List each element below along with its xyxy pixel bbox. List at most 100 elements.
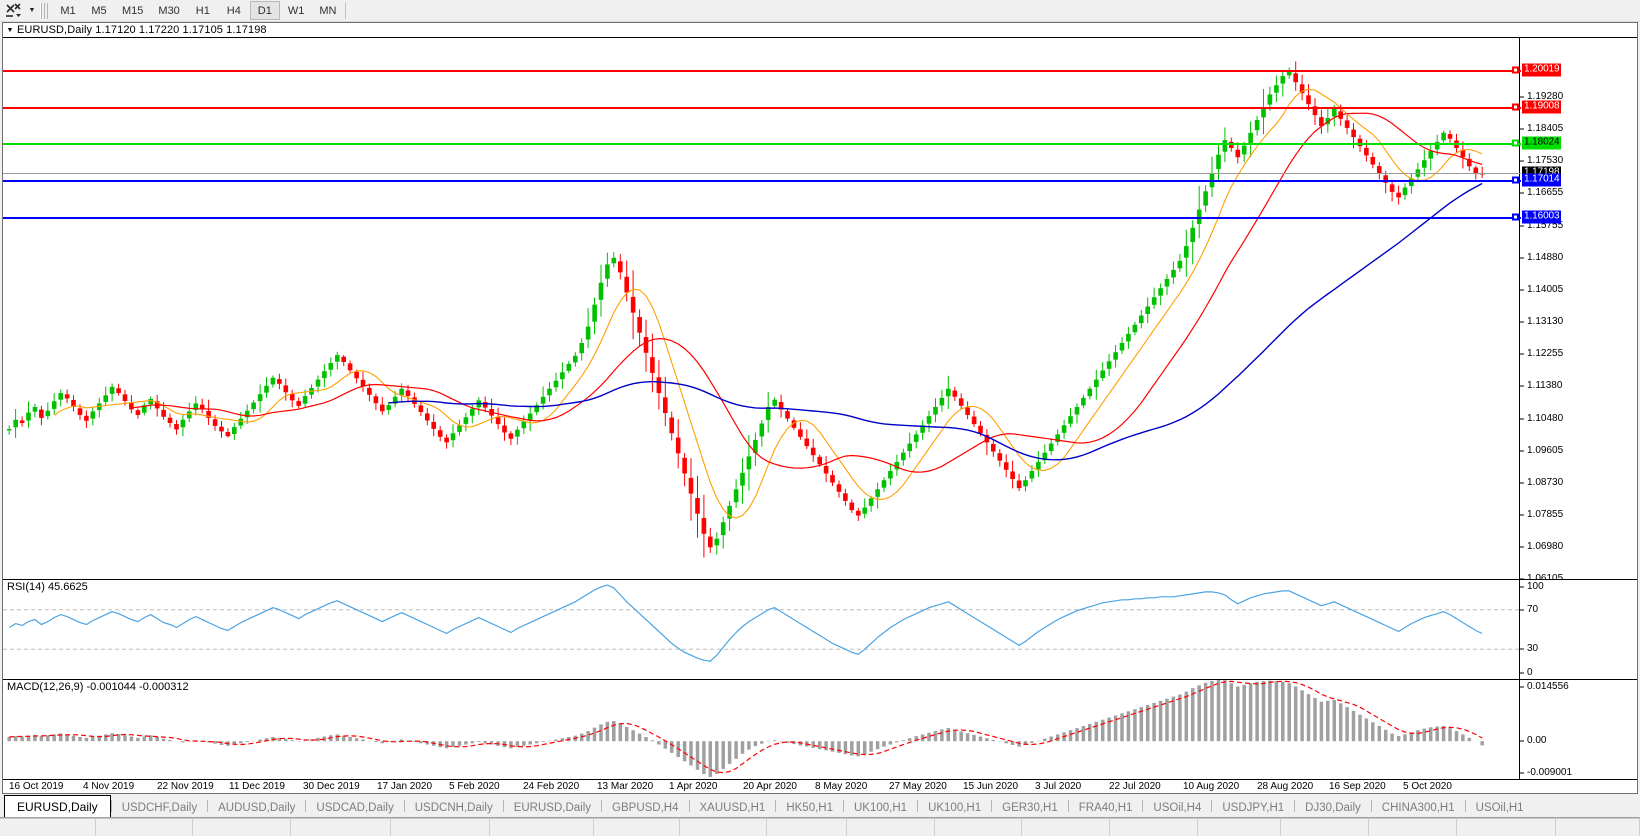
chart-tab-uk100-h1[interactable]: UK100,H1 [854, 801, 908, 814]
status-cell [391, 819, 491, 836]
rsi-plot-area[interactable] [3, 580, 1521, 679]
price-level-handle[interactable] [1512, 66, 1519, 74]
chart-tab-ger30-h1[interactable]: GER30,H1 [1002, 801, 1058, 814]
date-axis-label: 22 Nov 2019 [157, 781, 214, 792]
timeframe-button-group: M1 M5 M15 M30 H1 H4 D1 W1 MN [53, 1, 343, 20]
timeframe-button-h4[interactable]: H4 [226, 4, 241, 17]
tab-separator [305, 800, 307, 812]
price-axis-tick: 1.14880 [1520, 253, 1563, 263]
date-axis-label: 13 Mar 2020 [597, 781, 654, 792]
timeframe-button-m15[interactable]: M15 [122, 4, 144, 17]
date-axis-label: 15 Jun 2020 [963, 781, 1019, 792]
price-level-label[interactable]: 1.18024 [1522, 136, 1562, 150]
price-level-handle[interactable] [1512, 213, 1519, 221]
price-level-line[interactable] [3, 70, 1521, 73]
date-axis-label: 10 Aug 2020 [1183, 781, 1240, 792]
price-axis-tick: 1.16655 [1520, 188, 1563, 198]
status-cell [490, 819, 594, 836]
price-pane[interactable]: 1.19280 1.18405 1.17530 1.16655 1.15755 1.148… [3, 38, 1637, 584]
chart-tab-fra40-h1[interactable]: FRA40,H1 [1078, 801, 1133, 814]
price-axis-tick: 1.12255 [1520, 349, 1563, 359]
chart-tab-usdcad-daily[interactable]: USDCAD,Daily [316, 801, 394, 814]
price-axis-tick: 1.09605 [1520, 446, 1563, 456]
toolbar-grip[interactable] [40, 2, 49, 19]
price-level-handle[interactable] [1512, 103, 1519, 111]
rsi-axis-tick: 0 [1520, 668, 1533, 678]
chart-tab-china300-h1[interactable]: CHINA300,H1 [1381, 801, 1455, 814]
price-axis-tick: 1.18405 [1520, 124, 1563, 134]
timeframe-button-w1[interactable]: W1 [287, 4, 305, 17]
chart-tab-dj30-daily[interactable]: DJ30,Daily [1305, 801, 1361, 814]
timeframe-button-m30[interactable]: M30 [158, 4, 180, 17]
candlestick-chart [6, 61, 1485, 558]
date-axis-label: 27 May 2020 [889, 781, 947, 792]
chart-tab-usdcnh-daily[interactable]: USDCNH,Daily [414, 801, 493, 814]
tab-separator [601, 800, 603, 812]
timeframe-button-h1[interactable]: H1 [195, 4, 210, 17]
date-axis-label: 24 Feb 2020 [523, 781, 580, 792]
chart-tab-xauusd-h1[interactable]: XAUUSD,H1 [699, 801, 766, 814]
tab-separator [502, 800, 504, 812]
status-cell [96, 819, 194, 836]
timeframe-button-mn[interactable]: MN [319, 4, 337, 17]
tab-separator [1142, 800, 1144, 812]
price-level-handle[interactable] [1512, 139, 1519, 147]
price-level-line[interactable] [3, 107, 1521, 110]
rsi-pane[interactable]: RSI(14) 45.6625 100 70 30 0 [3, 579, 1637, 679]
macd-pane[interactable]: MACD(12,26,9) -0.001044 -0.000312 0.0145… [3, 679, 1637, 779]
tab-separator [1294, 800, 1296, 812]
date-axis-label: 28 Aug 2020 [1257, 781, 1314, 792]
price-level-label[interactable]: 1.20019 [1522, 63, 1562, 77]
macd-plot-area[interactable] [3, 680, 1521, 779]
status-cell [1281, 819, 1369, 836]
toolbar: ▼ M1 M5 M15 M30 H1 H4 D1 W1 MN [0, 0, 1640, 22]
timeframe-button-m1[interactable]: M1 [60, 4, 76, 17]
price-level-line[interactable] [3, 217, 1521, 220]
chevron-down-icon[interactable]: ▼ [28, 7, 36, 14]
chart-tab-uk100-h1[interactable]: UK100,H1 [928, 801, 982, 814]
crosshair-cursor-icon[interactable] [0, 1, 26, 21]
rsi-line-chart [3, 584, 1521, 662]
date-axis[interactable]: 16 Oct 2019 4 Nov 2019 22 Nov 2019 11 Dec 2… [3, 779, 1637, 793]
chart-tab-usoil-h1[interactable]: USOil,H1 [1475, 801, 1524, 814]
price-level-handle[interactable] [1512, 176, 1519, 184]
chart-tab-usoil-h4[interactable]: USOil,H4 [1153, 801, 1202, 814]
price-level-line[interactable] [3, 143, 1521, 146]
status-cell [847, 819, 935, 836]
chart-tab-hk50-h1[interactable]: HK50,H1 [786, 801, 833, 814]
price-axis-tick: 1.10480 [1520, 414, 1563, 424]
chart-tab-eurusd-daily[interactable]: EURUSD,Daily [4, 795, 111, 818]
price-axis-tick: 1.13130 [1520, 317, 1563, 327]
status-cell [1110, 819, 1198, 836]
price-plot-area[interactable] [3, 38, 1521, 579]
macd-histogram-chart [7, 680, 1484, 777]
macd-axis: 0.014556 0.00 -0.009001 [1519, 680, 1637, 779]
price-axis[interactable]: 1.19280 1.18405 1.17530 1.16655 1.15755 1.148… [1519, 38, 1637, 584]
price-level-label[interactable]: 1.17014 [1522, 173, 1562, 187]
price-level-label[interactable]: 1.19008 [1522, 100, 1562, 114]
tab-separator [917, 800, 919, 812]
date-axis-label: 4 Nov 2019 [83, 781, 135, 792]
timeframe-button-d1[interactable]: D1 [249, 1, 280, 20]
date-axis-label: 5 Feb 2020 [449, 781, 500, 792]
date-axis-label: 16 Oct 2019 [9, 781, 64, 792]
chart-tab-usdchf-daily[interactable]: USDCHF,Daily [121, 801, 198, 814]
triangle-down-icon[interactable]: ▼ [6, 26, 14, 34]
date-axis-label: 1 Apr 2020 [669, 781, 718, 792]
tab-separator [843, 800, 844, 812]
chart-tab-usdjpy-h1[interactable]: USDJPY,H1 [1222, 801, 1285, 814]
status-cell [1022, 819, 1110, 836]
date-axis-label: 20 Apr 2020 [743, 781, 797, 792]
status-cell [1369, 819, 1457, 836]
chart-tab-gbpusd-h4[interactable]: GBPUSD,H4 [612, 801, 679, 814]
rsi-axis-tick: 100 [1520, 582, 1544, 592]
chart-tab-eurusd-daily[interactable]: EURUSD,Daily [513, 801, 592, 814]
status-row [0, 818, 1640, 836]
timeframe-button-m5[interactable]: M5 [91, 4, 107, 17]
tab-separator [110, 800, 112, 812]
chart-tab-audusd-daily[interactable]: AUDUSD,Daily [218, 801, 296, 814]
price-axis-tick: 1.14005 [1520, 285, 1563, 295]
price-level-label[interactable]: 1.16003 [1522, 210, 1562, 224]
status-cell [1556, 819, 1640, 836]
price-level-line[interactable] [3, 180, 1521, 183]
